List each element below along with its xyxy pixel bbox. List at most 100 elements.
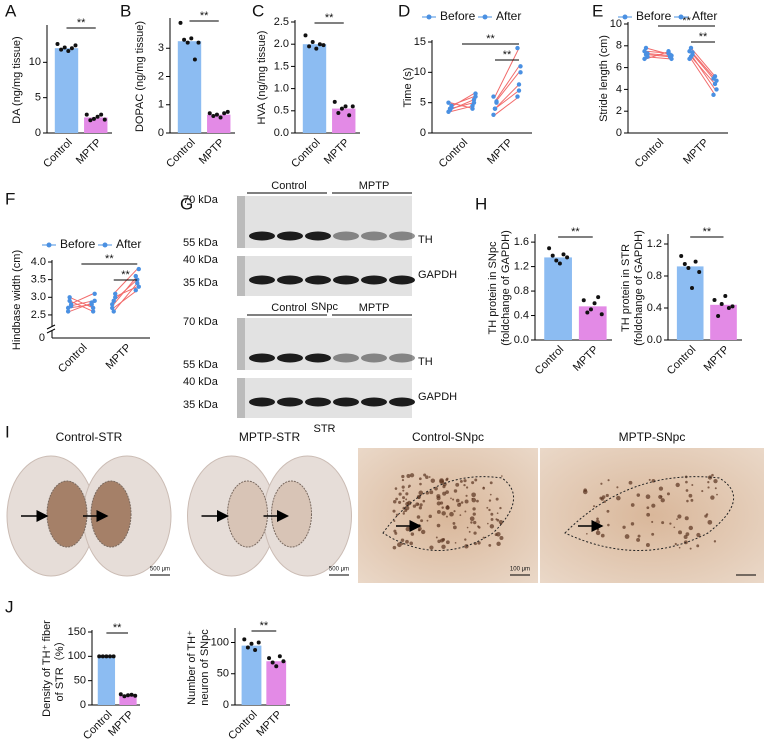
data-point xyxy=(669,56,674,62)
cell xyxy=(463,483,466,487)
bar xyxy=(266,661,287,705)
data-point xyxy=(90,309,96,314)
cell xyxy=(474,478,478,482)
cell xyxy=(445,478,449,482)
y-axis-label: TH protein in SNpc xyxy=(487,241,499,334)
protein-label: TH xyxy=(418,356,433,368)
cell xyxy=(400,538,405,542)
data-point xyxy=(178,20,183,25)
significance-label: ** xyxy=(113,622,122,634)
data-point xyxy=(113,295,118,300)
cell xyxy=(488,543,492,547)
pair-line xyxy=(645,56,671,60)
bar xyxy=(302,44,327,134)
cell xyxy=(473,520,477,525)
y-tick-label: 3.0 xyxy=(31,291,46,303)
data-point xyxy=(110,305,115,311)
y-tick-label: 0 xyxy=(223,699,229,711)
cell xyxy=(701,490,704,493)
cell xyxy=(429,545,434,550)
data-point xyxy=(307,44,312,49)
bar xyxy=(54,48,79,134)
y-tick-label: 8 xyxy=(616,40,622,52)
y-tick-label: 10 xyxy=(29,56,41,68)
cell xyxy=(488,508,491,512)
significance-label: ** xyxy=(105,253,114,265)
data-point xyxy=(207,111,212,116)
tissue xyxy=(358,448,538,583)
y-tick-label: 5 xyxy=(35,92,41,104)
blot-band xyxy=(333,275,359,285)
y-axis-label: of STR（%） xyxy=(53,635,66,701)
cell xyxy=(688,493,693,498)
data-point xyxy=(557,261,562,266)
x-tick-label: Control xyxy=(533,344,567,378)
blot-band xyxy=(277,231,303,241)
pair-line xyxy=(449,105,475,113)
data-point xyxy=(111,298,116,304)
cell xyxy=(607,523,610,527)
data-point xyxy=(303,33,308,38)
data-point xyxy=(270,660,275,665)
image-title: MPTP-SNpc xyxy=(619,430,686,444)
group-label: Control xyxy=(271,302,306,314)
blot-band xyxy=(277,353,303,363)
blot-band xyxy=(389,231,415,241)
data-point xyxy=(92,298,97,304)
y-tick-label: 0.0 xyxy=(274,127,289,139)
pair-line xyxy=(449,102,475,110)
data-point xyxy=(122,694,127,699)
y-axis-label: DOPAC (ng/mg tissue) xyxy=(134,21,146,132)
marker-label: 70 kDa xyxy=(183,316,219,328)
cell xyxy=(683,535,688,540)
data-point xyxy=(690,286,694,290)
cell xyxy=(678,530,683,535)
cell xyxy=(402,500,405,503)
y-tick-label: 1 xyxy=(158,99,164,111)
blot-band xyxy=(305,397,331,407)
cell xyxy=(393,499,397,504)
cell xyxy=(691,483,694,486)
cell xyxy=(409,473,415,478)
data-point xyxy=(669,53,674,58)
cell xyxy=(646,506,650,510)
x-tick-label: Control xyxy=(164,137,198,171)
data-point xyxy=(90,305,96,311)
cell xyxy=(454,542,457,544)
y-tick-label: 0.8 xyxy=(647,270,662,282)
y-tick-label: 0 xyxy=(35,127,41,139)
cell xyxy=(429,490,434,495)
cell xyxy=(675,482,680,488)
data-point xyxy=(73,43,78,48)
cell xyxy=(417,503,419,505)
cell xyxy=(398,500,402,504)
blot-band xyxy=(277,397,303,407)
cell xyxy=(403,510,405,513)
cell xyxy=(489,524,495,529)
cell xyxy=(660,495,663,498)
cell xyxy=(714,487,717,490)
data-point xyxy=(596,295,601,300)
blot-band xyxy=(305,231,331,241)
cell xyxy=(405,492,409,496)
cell xyxy=(645,494,651,500)
data-point xyxy=(470,106,475,111)
data-point xyxy=(91,116,96,121)
data-point xyxy=(712,298,717,302)
cell xyxy=(496,512,499,515)
y-tick-label: 0 xyxy=(616,127,622,139)
data-point xyxy=(211,114,216,119)
cell xyxy=(402,489,405,492)
y-tick-label: 1.2 xyxy=(647,238,662,250)
pair-line xyxy=(645,50,671,60)
bar xyxy=(676,266,704,340)
y-tick-label: 0.4 xyxy=(647,302,662,314)
data-point xyxy=(687,56,692,62)
cell xyxy=(459,479,463,483)
significance-label: ** xyxy=(121,269,130,281)
data-point xyxy=(62,45,67,50)
pair-line xyxy=(494,65,520,102)
cell xyxy=(418,526,422,531)
cell xyxy=(488,499,492,502)
marker-label: 55 kDa xyxy=(183,359,219,371)
